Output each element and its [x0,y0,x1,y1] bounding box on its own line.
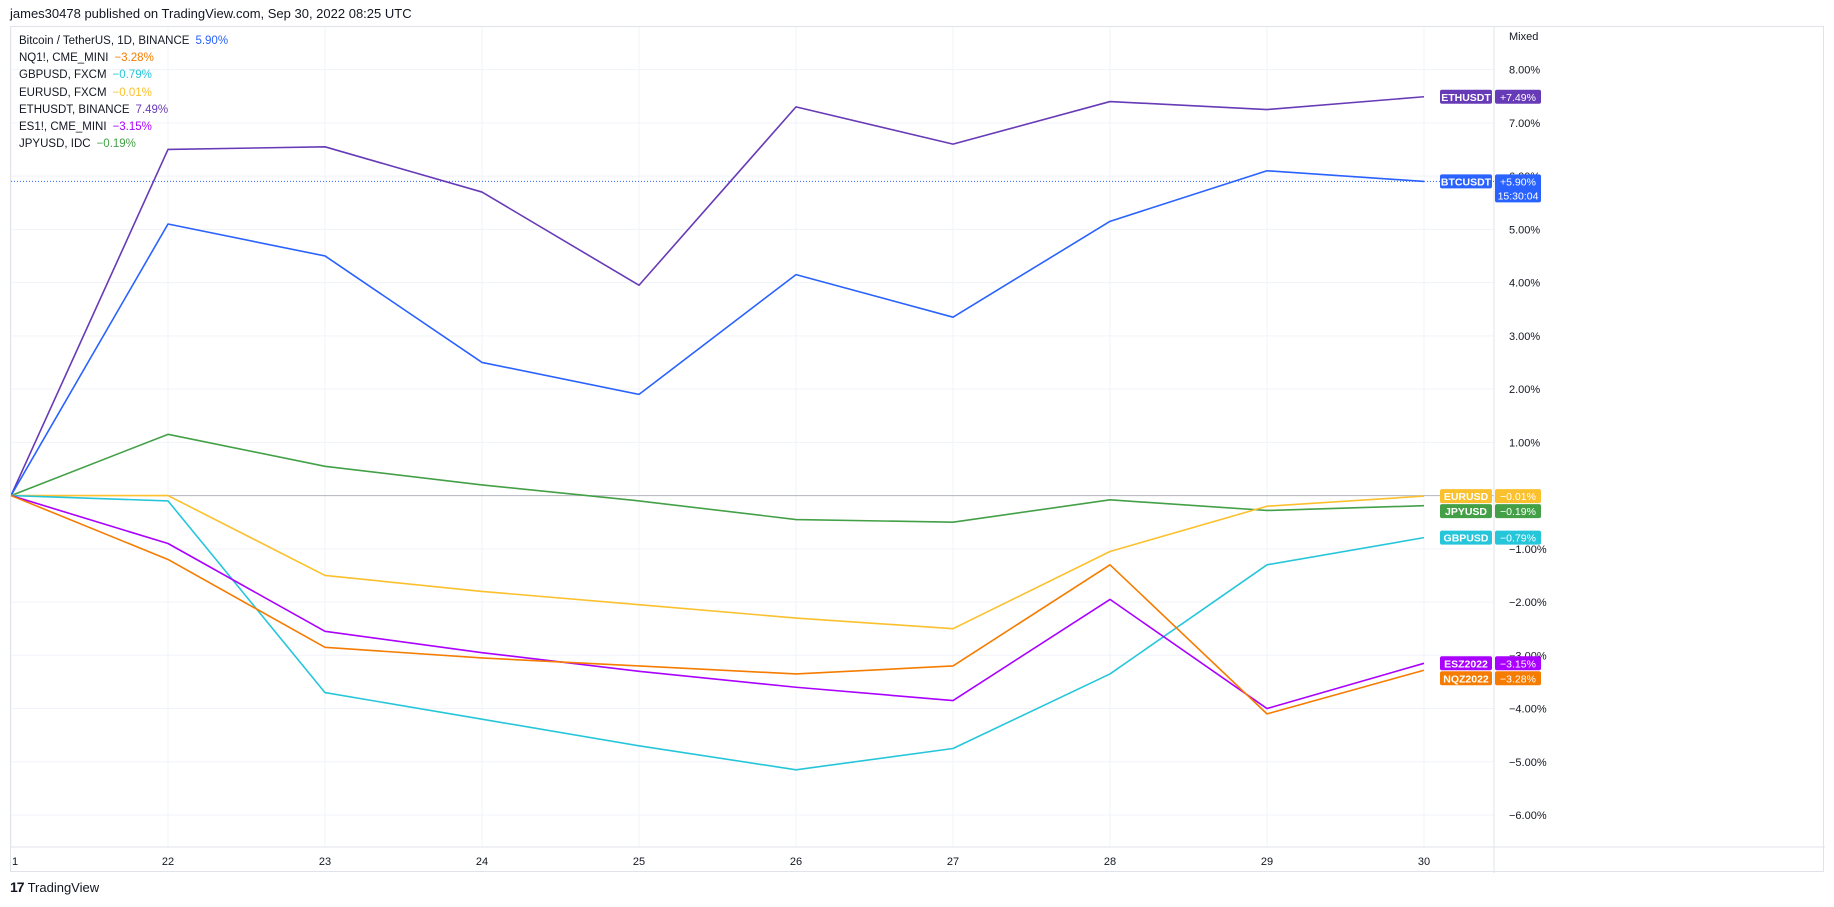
symbol-badge-label: EURUSD [1444,491,1489,503]
symbol-badge [1440,656,1492,671]
series-line-btcusdt[interactable] [11,169,1425,496]
legend-item[interactable]: ES1!, CME_MINI −3.15% [19,119,228,136]
symbol-badge [1440,489,1492,504]
legend-label: JPYUSD, IDC [19,138,91,151]
symbol-badge-label: NQZ2022 [1443,673,1489,685]
x-tick-label: 27 [947,856,959,868]
legend-value: −3.28% [114,52,154,65]
x-tick-label: 24 [476,856,488,868]
y-tick-label: 3.00% [1509,331,1540,343]
symbol-badge-label: BTCUSDT [1441,176,1492,188]
series-line-esz2022[interactable] [11,494,1425,710]
series-line-eurusd[interactable] [11,494,1425,630]
tradingview-brand: TradingView [27,879,100,895]
legend-label: GBPUSD, FXCM [19,69,107,82]
symbol-badge [1440,504,1492,519]
legend-label: ES1!, CME_MINI [19,121,107,134]
y-tick-label: 5.00% [1509,224,1540,236]
value-tag [1495,530,1541,545]
symbol-badge [1440,174,1492,189]
value-tag-label: −0.79% [1500,533,1536,545]
y-tick-label: −5.00% [1509,757,1547,769]
publisher-header: james30478 published on TradingView.com,… [10,6,412,21]
value-tag-label: −0.01% [1500,491,1536,503]
scale-mode-label[interactable]: Mixed [1509,31,1538,43]
x-tick-label: 23 [319,856,331,868]
value-tag [1495,671,1541,686]
legend-item[interactable]: Bitcoin / TetherUS, 1D, BINANCE 5.90% [19,33,228,50]
symbol-badge-label: ESZ2022 [1444,658,1488,670]
chart-area[interactable]: 8.00%7.00%6.00%5.00%4.00%3.00%2.00%1.00%… [10,26,1825,873]
legend-label: EURUSD, FXCM [19,86,107,99]
legend-label: ETHUSDT, BINANCE [19,103,130,116]
comparison-chart[interactable]: 8.00%7.00%6.00%5.00%4.00%3.00%2.00%1.00%… [11,27,1825,873]
series-line-ethusdt[interactable] [11,95,1425,496]
legend-item[interactable]: JPYUSD, IDC −0.19% [19,136,228,153]
symbol-badge-label: GBPUSD [1444,533,1489,545]
value-tag-label: −0.19% [1500,506,1536,518]
y-tick-label: 1.00% [1509,437,1540,449]
symbol-badge [1440,530,1492,545]
footer: 17 TradingView [10,879,99,895]
x-tick-label: 30 [1418,856,1430,868]
legend-value: −0.01% [112,86,152,99]
series-line-nqz2022[interactable] [11,494,1425,715]
value-tag [1495,656,1541,671]
legend-label: NQ1!, CME_MINI [19,52,109,65]
series-line-jpyusd[interactable] [11,433,1425,523]
chart-legend: Bitcoin / TetherUS, 1D, BINANCE 5.90% NQ1!… [19,33,228,153]
y-tick-label: −6.00% [1509,810,1547,822]
y-tick-label: 8.00% [1509,65,1540,77]
legend-item[interactable]: GBPUSD, FXCM −0.79% [19,67,228,84]
legend-value: −0.79% [112,69,152,82]
value-tag-label: −3.28% [1500,673,1536,685]
y-tick-label: 4.00% [1509,278,1540,290]
legend-value: −0.19% [96,138,136,151]
value-tag [1495,174,1541,203]
x-tick-label: 22 [162,856,174,868]
legend-label: Bitcoin / TetherUS, 1D, BINANCE [19,35,190,47]
symbol-badge [1440,89,1492,104]
value-tag-label: −3.15% [1500,658,1536,670]
value-tag [1495,89,1541,104]
legend-value: −3.15% [112,121,152,134]
symbol-badge-label: ETHUSDT [1441,92,1491,104]
value-tag-label: +5.90% [1500,176,1536,188]
x-tick-label: 29 [1261,856,1273,868]
tradingview-logo-icon: 17 [10,879,25,895]
y-tick-label: −1.00% [1509,544,1547,556]
y-tick-label: −4.00% [1509,704,1547,716]
y-tick-label: −2.00% [1509,597,1547,609]
x-tick-label: 1 [12,856,18,868]
x-tick-label: 25 [633,856,645,868]
legend-value: 7.49% [135,103,169,116]
x-tick-label: 26 [790,856,802,868]
y-tick-label: 2.00% [1509,384,1540,396]
series-line-gbpusd[interactable] [11,494,1425,771]
legend-item[interactable]: EURUSD, FXCM −0.01% [19,85,228,102]
legend-value: 5.90% [195,35,229,47]
x-tick-label: 28 [1104,856,1116,868]
y-tick-label: 7.00% [1509,118,1540,130]
value-tag [1495,489,1541,504]
symbol-badge-label: JPYUSD [1445,506,1487,518]
legend-item[interactable]: NQ1!, CME_MINI −3.28% [19,50,228,67]
legend-item[interactable]: ETHUSDT, BINANCE 7.49% [19,102,228,119]
bar-countdown: 15:30:04 [1498,190,1539,202]
value-tag [1495,504,1541,519]
symbol-badge [1440,671,1492,686]
value-tag-label: +7.49% [1500,92,1536,104]
